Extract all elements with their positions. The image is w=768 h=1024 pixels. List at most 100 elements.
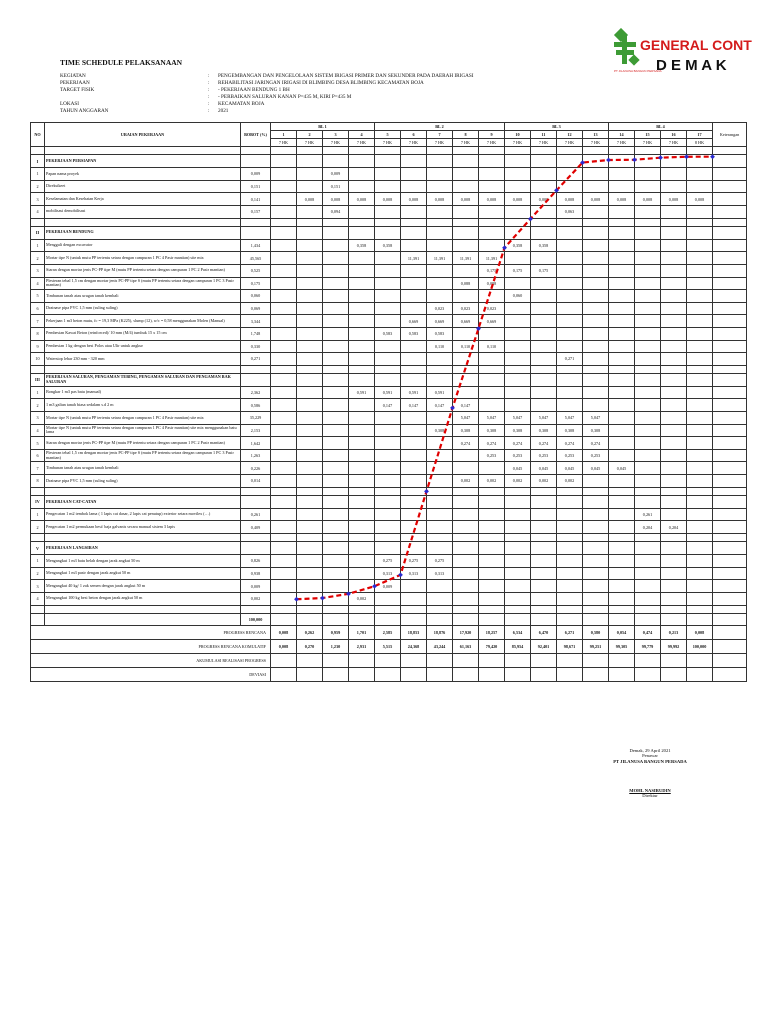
item-description: PEKERJAAN CAT-CATAN	[44, 494, 241, 509]
week-cell	[426, 225, 453, 240]
week-cell	[296, 289, 323, 303]
week-cell	[270, 520, 297, 534]
item-description: Mengangkut 100 kg besi beton dengan jara…	[44, 591, 241, 606]
week-cell: 0,002	[348, 591, 375, 606]
week-cell	[530, 398, 558, 413]
week-cell	[556, 532, 584, 543]
week-cell	[530, 314, 558, 328]
week-cell	[270, 507, 297, 522]
item-description: Plesteran tebal 1,5 cm dengan mortar jen…	[44, 448, 241, 463]
week-cell: 0,253	[556, 448, 584, 463]
summary-value	[686, 653, 714, 669]
week-cell	[686, 372, 714, 387]
week-cell	[296, 339, 323, 354]
week-cell	[582, 507, 610, 522]
week-cell	[556, 276, 584, 291]
week-cell	[296, 436, 323, 450]
week-cell	[582, 494, 610, 509]
week-cell	[270, 474, 297, 488]
week-cell	[426, 276, 453, 291]
week-cell	[400, 591, 427, 606]
week-cell	[296, 372, 323, 387]
week-cell	[556, 251, 584, 265]
summary-value	[348, 653, 375, 669]
summary-value	[477, 653, 506, 669]
item-no: 5	[30, 289, 45, 303]
info-row: TARGET FISIK: - PEKERJAAN BENDUNG 1 BH	[60, 87, 473, 94]
week-cell	[322, 276, 349, 291]
week-cell	[582, 566, 610, 581]
week-cell	[348, 145, 375, 156]
week-cell	[374, 352, 401, 366]
week-cell: 0,274	[556, 436, 584, 450]
week-cell	[634, 289, 662, 303]
work-item-row: 6 Plesteran tebal 1,5 cm dengan mortar je…	[30, 448, 748, 463]
week-cell: 0,008	[426, 192, 453, 206]
item-no: 3	[30, 411, 45, 425]
week-cell	[504, 145, 532, 156]
week-cell	[477, 398, 506, 413]
week-cell	[374, 532, 401, 543]
summary-value: 0,008	[270, 639, 297, 655]
summary-value	[686, 667, 714, 683]
item-bobot	[240, 532, 271, 543]
week-cell	[270, 411, 297, 425]
week-cell	[686, 339, 714, 354]
keterangan-cell	[712, 591, 748, 606]
week-cell	[477, 591, 506, 606]
week-cell: 0,175	[530, 263, 558, 278]
workday-header: 7 HK	[270, 138, 297, 147]
week-cell	[660, 494, 688, 509]
week-cell	[270, 554, 297, 568]
week-cell	[608, 238, 636, 253]
summary-value: 18,257	[477, 625, 506, 641]
week-cell	[634, 385, 662, 400]
summary-value: 6,534	[504, 625, 532, 641]
summary-value	[374, 667, 401, 683]
item-no: 2	[30, 251, 45, 265]
week-cell	[686, 276, 714, 291]
item-bobot: 100,000	[240, 612, 271, 627]
week-cell: 0,275	[426, 554, 453, 568]
week-cell: 0,271	[556, 352, 584, 366]
week-header: 10	[504, 130, 532, 139]
week-cell	[660, 204, 688, 219]
week-cell	[477, 385, 506, 400]
week-cell: 0,110	[426, 339, 453, 354]
item-bobot: 1,748	[240, 326, 271, 341]
week-cell	[686, 532, 714, 543]
week-cell	[660, 385, 688, 400]
week-cell	[660, 507, 688, 522]
week-cell	[634, 494, 662, 509]
week-cell	[634, 179, 662, 194]
summary-label: PROGRESS RENCANA	[30, 625, 271, 641]
info-row: TAHUN ANGGARAN: 2021	[60, 108, 473, 115]
week-cell	[660, 436, 688, 450]
week-cell	[556, 263, 584, 278]
page-title: TIME SCHEDULE PELAKSANAAN	[60, 58, 183, 67]
week-cell	[270, 289, 297, 303]
summary-value: 61,163	[452, 639, 479, 655]
item-description	[44, 145, 241, 156]
week-cell	[686, 314, 714, 328]
summary-value	[322, 653, 349, 669]
week-cell: 0,023	[477, 301, 506, 316]
item-description: Siaran dengan mortar jenis PC-PP tipe M …	[44, 263, 241, 278]
summary-label: DEVIASI	[30, 667, 271, 683]
week-header: 11	[530, 130, 558, 139]
week-cell	[634, 339, 662, 354]
work-item-row: 1 Mengangkut 1 m3 batu belah dengan jarak…	[30, 554, 748, 568]
col-bobot: BOBOT (%)	[240, 122, 271, 147]
week-cell	[270, 192, 297, 206]
week-cell	[556, 225, 584, 240]
week-cell: 0,175	[477, 263, 506, 278]
work-item-row: 9 Pembesian 1 kg dengan besi Polos atau U…	[30, 339, 748, 354]
week-cell	[426, 532, 453, 543]
spacer-row	[30, 145, 748, 156]
week-cell	[426, 436, 453, 450]
week-cell	[270, 263, 297, 278]
info-value: - PERBAIKAN SALURAN KANAN P=435 M, KIRI …	[218, 94, 352, 100]
week-cell	[582, 238, 610, 253]
week-cell	[270, 145, 297, 156]
summary-value: 100,000	[686, 639, 714, 655]
